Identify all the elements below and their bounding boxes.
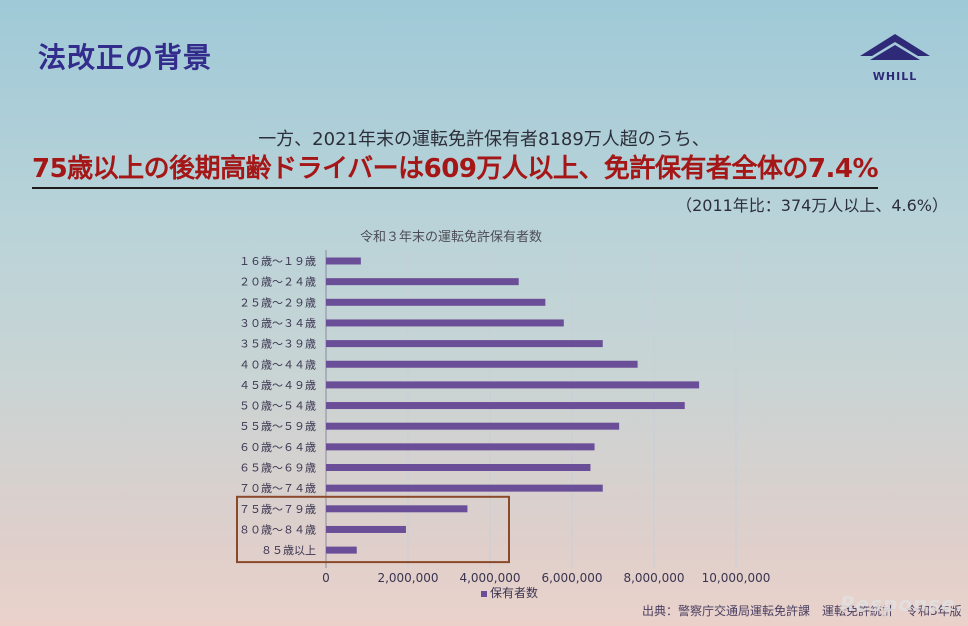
x-tick-label: 10,000,000 [702,571,771,585]
x-tick-label: 4,000,000 [459,571,520,585]
slide-title: 法改正の背景 [38,41,213,74]
bar [326,381,700,389]
bar [326,484,603,492]
category-label: ２０歳～２４歳 [239,276,316,289]
x-tick-label: 0 [322,571,330,585]
category-label: ４５歳～４９歳 [239,379,316,392]
bar [326,278,519,286]
legend-label: 保有者数 [490,586,539,600]
x-tick-label: 6,000,000 [541,571,602,585]
bar [326,360,638,368]
bar [326,319,564,327]
watermark: Response. [840,592,965,616]
bar [326,257,361,265]
bar [326,505,468,513]
legend-swatch [481,590,487,597]
category-label: ８０歳～８４歳 [239,523,316,536]
chart-title: 令和３年末の運転免許保有者数 [360,230,543,245]
category-label: １６歳～１９歳 [239,255,316,268]
bar [326,464,591,471]
category-label: ４０歳～４４歳 [239,358,316,371]
category-label: ７０歳～７４歳 [239,482,316,495]
logo-text: WHILL [872,70,918,83]
highlight-box [236,495,510,564]
bar [326,546,357,554]
category-label: ８５歳以上 [261,544,316,557]
bar [326,402,685,410]
category-label: ６０歳～６４歳 [239,441,316,454]
lead-line: 一方、2021年末の運転免許保有者8189万人超のうち、 [258,129,710,150]
whill-logo: WHILL [858,30,932,86]
category-label: ７５歳～７９歳 [239,503,316,516]
x-tick-label: 2,000,000 [377,571,438,585]
compare-note: （2011年比：374万人以上、4.6%） [676,196,948,215]
whill-logo-mark [860,34,930,60]
bar [326,298,546,306]
x-tick-label: 8,000,000 [623,571,684,585]
category-label: ６５歳～６９歳 [239,462,316,475]
category-label: ３５歳～３９歳 [239,338,316,351]
chart-legend: 保有者数 [481,584,538,601]
headline: 75歳以上の後期高齢ドライバーは609万人以上、免許保有者全体の7.4% [32,148,879,189]
bar [326,443,595,451]
bar [326,525,406,533]
bar [326,422,620,430]
category-label: ３０歳～３４歳 [239,317,316,330]
category-label: ５５歳～５９歳 [239,420,316,433]
category-label: ５０歳～５４歳 [239,400,316,413]
bar [326,340,603,348]
category-label: ２５歳～２９歳 [239,296,316,309]
source-note: 出典：警察庁交通局運転免許課 運転免許統計 令和3年版 [642,604,962,618]
